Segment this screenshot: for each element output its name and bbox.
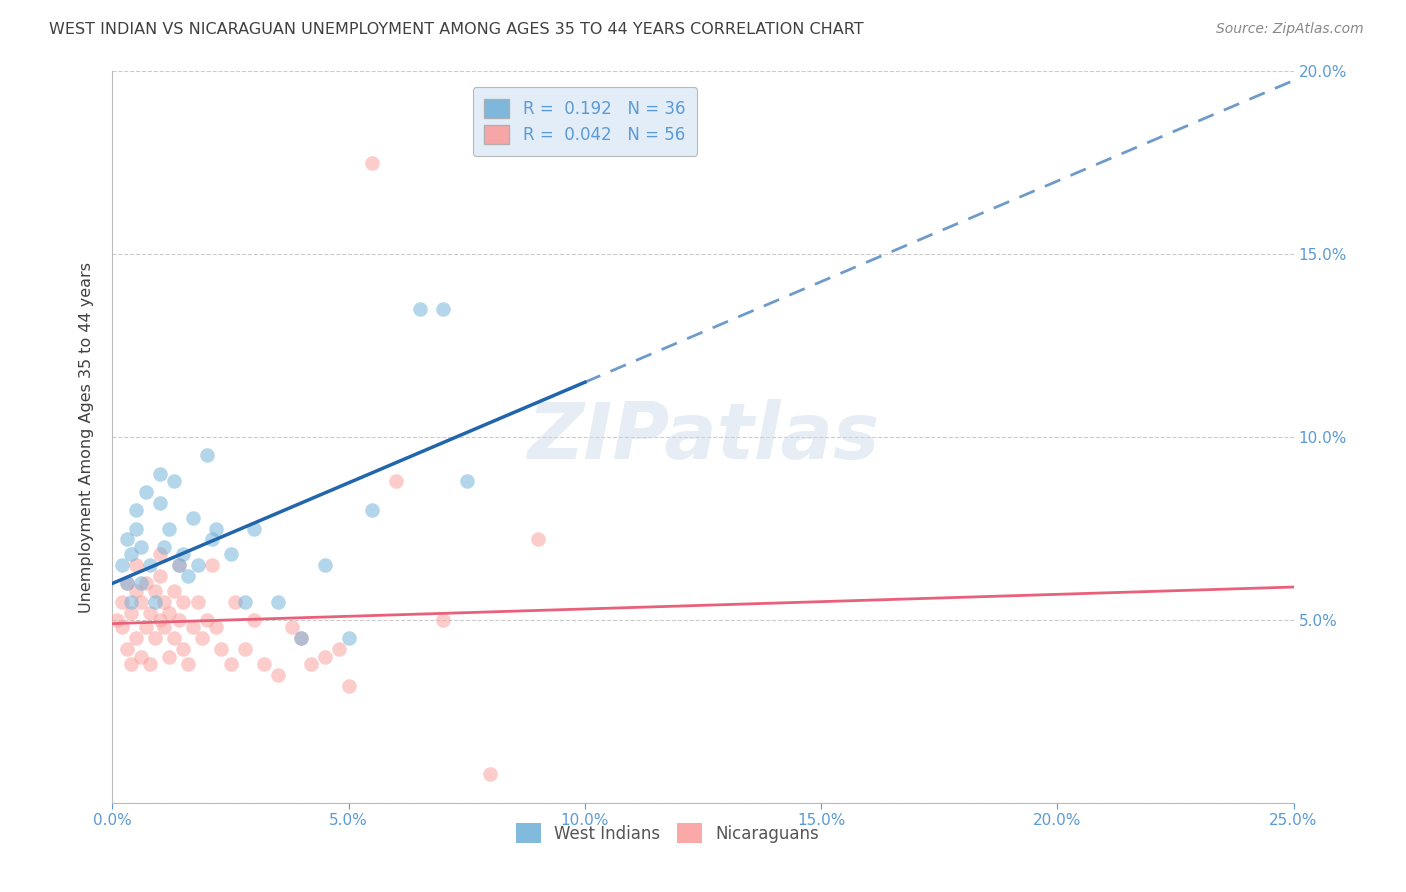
Point xyxy=(120,657,142,671)
Point xyxy=(219,547,242,561)
Point xyxy=(195,448,218,462)
Point xyxy=(125,632,148,646)
Point xyxy=(111,558,134,573)
Point xyxy=(149,467,172,481)
Point xyxy=(191,632,214,646)
Point xyxy=(139,657,162,671)
Point xyxy=(125,583,148,598)
Point xyxy=(233,594,256,608)
Point xyxy=(139,558,162,573)
Point xyxy=(177,657,200,671)
Point xyxy=(253,657,276,671)
Point xyxy=(328,642,350,657)
Point xyxy=(111,620,134,634)
Point xyxy=(167,558,190,573)
Point xyxy=(201,533,224,547)
Point xyxy=(337,679,360,693)
Point xyxy=(143,632,166,646)
Point xyxy=(267,667,290,681)
Point xyxy=(181,620,204,634)
Point xyxy=(129,576,152,591)
Point xyxy=(115,642,138,657)
Point xyxy=(129,594,152,608)
Point xyxy=(361,156,384,170)
Point xyxy=(267,594,290,608)
Point xyxy=(337,632,360,646)
Point xyxy=(172,642,194,657)
Point xyxy=(125,558,148,573)
Point xyxy=(224,594,246,608)
Point xyxy=(243,613,266,627)
Point xyxy=(149,496,172,510)
Point xyxy=(157,649,180,664)
Point xyxy=(129,540,152,554)
Point xyxy=(290,632,312,646)
Point xyxy=(167,558,190,573)
Point xyxy=(201,558,224,573)
Point xyxy=(408,301,430,317)
Point xyxy=(361,503,384,517)
Point xyxy=(195,613,218,627)
Point xyxy=(115,576,138,591)
Point xyxy=(125,503,148,517)
Y-axis label: Unemployment Among Ages 35 to 44 years: Unemployment Among Ages 35 to 44 years xyxy=(79,261,94,613)
Text: WEST INDIAN VS NICARAGUAN UNEMPLOYMENT AMONG AGES 35 TO 44 YEARS CORRELATION CHA: WEST INDIAN VS NICARAGUAN UNEMPLOYMENT A… xyxy=(49,22,863,37)
Point xyxy=(149,613,172,627)
Point xyxy=(219,657,242,671)
Point xyxy=(209,642,232,657)
Point xyxy=(281,620,304,634)
Point xyxy=(205,521,228,535)
Point xyxy=(172,547,194,561)
Point xyxy=(153,620,176,634)
Point xyxy=(115,576,138,591)
Point xyxy=(143,583,166,598)
Point xyxy=(153,594,176,608)
Point xyxy=(526,533,548,547)
Point xyxy=(181,510,204,524)
Point xyxy=(233,642,256,657)
Point xyxy=(167,613,190,627)
Point xyxy=(432,301,454,317)
Point xyxy=(243,521,266,535)
Point xyxy=(149,547,172,561)
Text: Source: ZipAtlas.com: Source: ZipAtlas.com xyxy=(1216,22,1364,37)
Point xyxy=(120,547,142,561)
Point xyxy=(290,632,312,646)
Point xyxy=(314,558,336,573)
Point xyxy=(479,766,502,780)
Point xyxy=(163,474,186,488)
Point xyxy=(432,613,454,627)
Point xyxy=(186,594,208,608)
Point xyxy=(172,594,194,608)
Text: ZIPatlas: ZIPatlas xyxy=(527,399,879,475)
Point xyxy=(120,606,142,620)
Point xyxy=(129,649,152,664)
Point xyxy=(143,594,166,608)
Point xyxy=(139,606,162,620)
Point xyxy=(115,533,138,547)
Point xyxy=(186,558,208,573)
Point xyxy=(157,606,180,620)
Point xyxy=(299,657,322,671)
Point xyxy=(385,474,408,488)
Point xyxy=(456,474,478,488)
Point xyxy=(111,594,134,608)
Point xyxy=(135,576,157,591)
Point xyxy=(177,569,200,583)
Point xyxy=(149,569,172,583)
Point xyxy=(125,521,148,535)
Point xyxy=(153,540,176,554)
Point xyxy=(135,620,157,634)
Point xyxy=(105,613,128,627)
Point xyxy=(120,594,142,608)
Legend: West Indians, Nicaraguans: West Indians, Nicaraguans xyxy=(509,817,825,849)
Point xyxy=(314,649,336,664)
Point xyxy=(163,583,186,598)
Point xyxy=(163,632,186,646)
Point xyxy=(135,485,157,500)
Point xyxy=(205,620,228,634)
Point xyxy=(157,521,180,535)
